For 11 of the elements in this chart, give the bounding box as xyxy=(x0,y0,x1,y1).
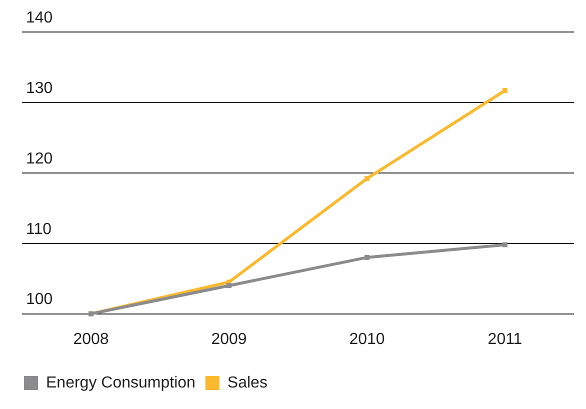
y-tick-label: 140 xyxy=(26,9,53,26)
x-tick-label: 2010 xyxy=(349,330,385,348)
y-tick-label: 100 xyxy=(26,291,53,308)
x-tick-label: 2011 xyxy=(488,330,522,348)
x-tick-label: 2008 xyxy=(73,330,109,348)
y-tick-label: 110 xyxy=(26,220,52,238)
legend-label: Energy Consumption xyxy=(46,374,196,392)
y-tick-label: 130 xyxy=(26,80,53,97)
legend-label: Sales xyxy=(227,374,268,392)
y-tick-label: 120 xyxy=(26,150,53,168)
x-tick-label: 2009 xyxy=(211,330,247,348)
